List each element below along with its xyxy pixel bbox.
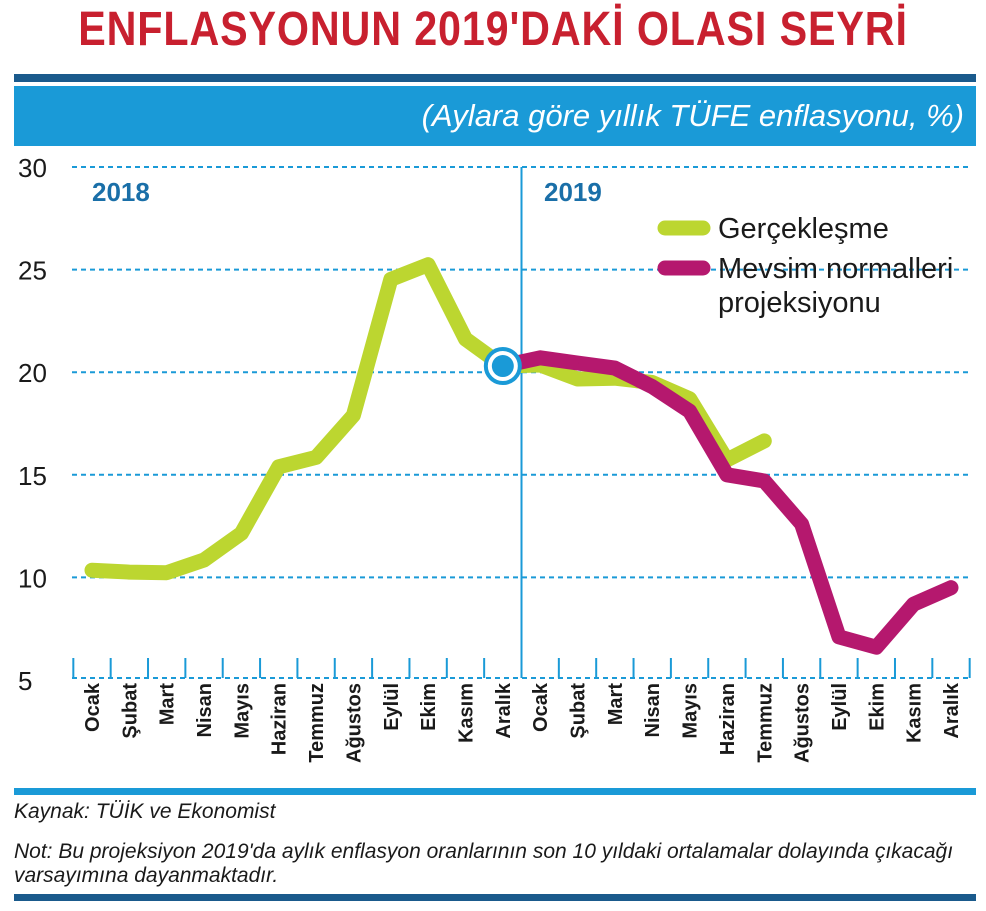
series-projeksiyon-line-point xyxy=(613,367,616,370)
x-tick-label: Şubat xyxy=(119,683,141,739)
x-tick-label: Haziran xyxy=(717,683,739,755)
y-tick-label: 10 xyxy=(18,563,47,593)
series-gerceklesme-line-point xyxy=(203,558,206,561)
x-tick-label: Şubat xyxy=(568,683,590,739)
series-projeksiyon-line-point xyxy=(539,356,542,359)
x-tick-label: Ağustos xyxy=(792,683,814,763)
x-tick-label: Nisan xyxy=(642,683,664,737)
series-projeksiyon-line-point xyxy=(725,473,728,476)
x-tick-label: Mart xyxy=(605,683,627,726)
x-tick-label: Temmuz xyxy=(754,683,776,763)
y-tick-label: 25 xyxy=(18,256,47,286)
bottom-rule xyxy=(14,894,976,901)
x-tick-label: Ekim xyxy=(418,683,440,731)
series-gerceklesme-line-point xyxy=(315,456,318,459)
source-rule xyxy=(14,788,976,795)
x-tick-label: Eylül xyxy=(829,683,851,731)
series-projeksiyon-line-point xyxy=(763,479,766,482)
series-projeksiyon-line-point xyxy=(875,646,878,649)
x-tick-label: Kasım xyxy=(904,683,926,743)
year-label-2018: 2018 xyxy=(92,177,150,207)
chart-title: ENFLASYONUN 2019'DAKİ OLASI SEYRİ xyxy=(78,3,908,56)
subtitle-band: (Aylara göre yıllık TÜFE enflasyonu, %) xyxy=(14,86,976,146)
year-label-2019: 2019 xyxy=(544,177,602,207)
y-tick-label: 30 xyxy=(18,153,47,183)
top-rule xyxy=(14,74,976,82)
x-tick-label: Nisan xyxy=(194,683,216,737)
series-gerceklesme-line-point xyxy=(464,337,467,340)
x-tick-label: Mart xyxy=(157,683,179,726)
x-tick-label: Mayıs xyxy=(680,683,702,739)
x-tick-label: Aralık xyxy=(493,682,515,738)
series-gerceklesme-line-point xyxy=(91,569,93,572)
x-tick-label: Temmuz xyxy=(306,683,328,763)
series-gerceklesme-line-point xyxy=(613,377,616,380)
series-projeksiyon-line-point xyxy=(912,603,915,606)
junction-marker-dot xyxy=(491,355,514,378)
series-gerceklesme-line-point xyxy=(128,571,131,574)
series-gerceklesme-line-point xyxy=(688,397,691,400)
series-gerceklesme-line-point xyxy=(240,532,243,535)
line-chart: 5 10 15 20 25 30 2018 2019 Gerçekleşme Mevsim nor… xyxy=(18,153,972,763)
series-projeksiyon-line-point xyxy=(950,586,952,589)
series-gerceklesme-line-point xyxy=(389,278,392,281)
x-tick-label: Aralık xyxy=(941,682,963,738)
chart-subtitle: (Aylara göre yıllık TÜFE enflasyonu, %) xyxy=(421,98,964,133)
x-tick-label: Ağustos xyxy=(343,683,365,763)
series-projeksiyon-line-point xyxy=(651,385,654,388)
x-tick-label: Eylül xyxy=(381,683,403,731)
series-projeksiyon-line-point xyxy=(837,635,840,638)
legend-label-projeksiyon: Mevsim normalleri xyxy=(718,253,953,285)
series-gerceklesme-line-point xyxy=(763,439,766,442)
series-projeksiyon-line-point xyxy=(576,361,579,364)
note-text: Not: Bu projeksiyon 2019'da aylık enflas… xyxy=(14,840,954,887)
y-tick-label: 5 xyxy=(18,666,32,696)
x-tick-label: Ocak xyxy=(82,682,104,732)
series-gerceklesme-line-point xyxy=(427,263,430,266)
series-gerceklesme-line-point xyxy=(352,414,355,417)
x-tick-label: Kasım xyxy=(456,683,478,743)
x-tick-label: Ocak xyxy=(530,682,552,732)
legend-label-projeksiyon: projeksiyonu xyxy=(718,287,881,319)
series-gerceklesme-line-point xyxy=(277,465,280,468)
y-tick-label: 15 xyxy=(18,461,47,491)
x-tick-label: Ekim xyxy=(866,683,888,731)
series-projeksiyon-line-point xyxy=(688,410,691,413)
series-gerceklesme-line xyxy=(84,257,772,581)
x-tick-label: Mayıs xyxy=(231,683,253,739)
source-text: Kaynak: TÜİK ve Ekonomist xyxy=(14,800,276,823)
x-tick-label: Haziran xyxy=(269,683,291,755)
series-gerceklesme-line-point xyxy=(576,377,579,380)
y-tick-label: 20 xyxy=(18,358,47,388)
series-projeksiyon-line-point xyxy=(800,523,803,526)
legend-label-gerceklesme: Gerçekleşme xyxy=(718,213,889,245)
series-projeksiyon-line xyxy=(495,350,959,655)
series-gerceklesme-line-point xyxy=(165,571,168,574)
